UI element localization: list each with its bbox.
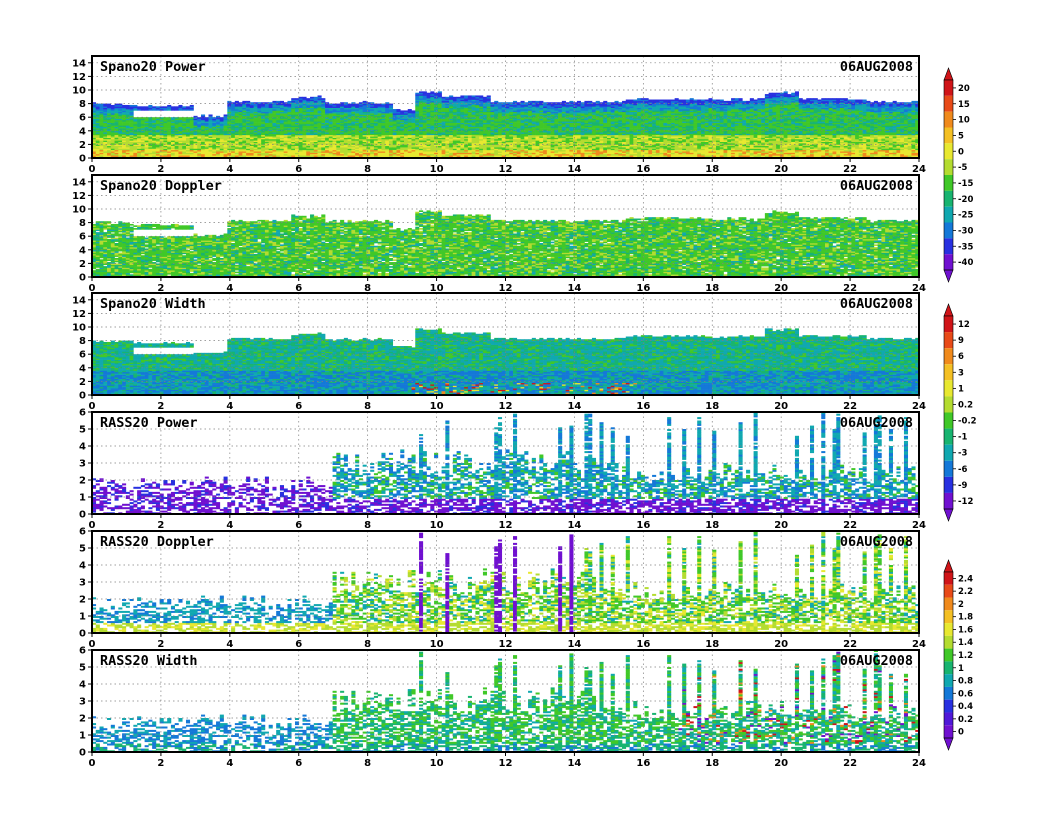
data-cell xyxy=(126,105,130,107)
data-cell xyxy=(167,105,171,107)
data-cell xyxy=(133,105,137,107)
data-cell xyxy=(163,106,167,108)
data-cell xyxy=(111,105,115,107)
radar-chart-figure: 0 2 4 6 8 10 12 14 16 18 20 22 2402468101214 Spano20 … xyxy=(0,0,1056,816)
data-cell xyxy=(201,114,205,116)
data-cell xyxy=(175,106,179,108)
data-cell xyxy=(178,105,182,107)
data-cell xyxy=(141,106,145,108)
data-cell xyxy=(130,105,134,107)
data-cell xyxy=(182,106,186,108)
data-cell xyxy=(152,106,156,108)
data-cell xyxy=(178,117,182,119)
data-cell xyxy=(190,105,194,107)
data-cell xyxy=(137,106,141,108)
data-cell xyxy=(122,105,126,107)
data-cell xyxy=(186,106,190,108)
data-cell xyxy=(156,106,160,108)
data-cell xyxy=(148,105,152,107)
data-cell xyxy=(171,106,175,108)
data-cell xyxy=(160,106,164,108)
data-cell xyxy=(145,106,149,108)
data-cell xyxy=(156,117,160,119)
